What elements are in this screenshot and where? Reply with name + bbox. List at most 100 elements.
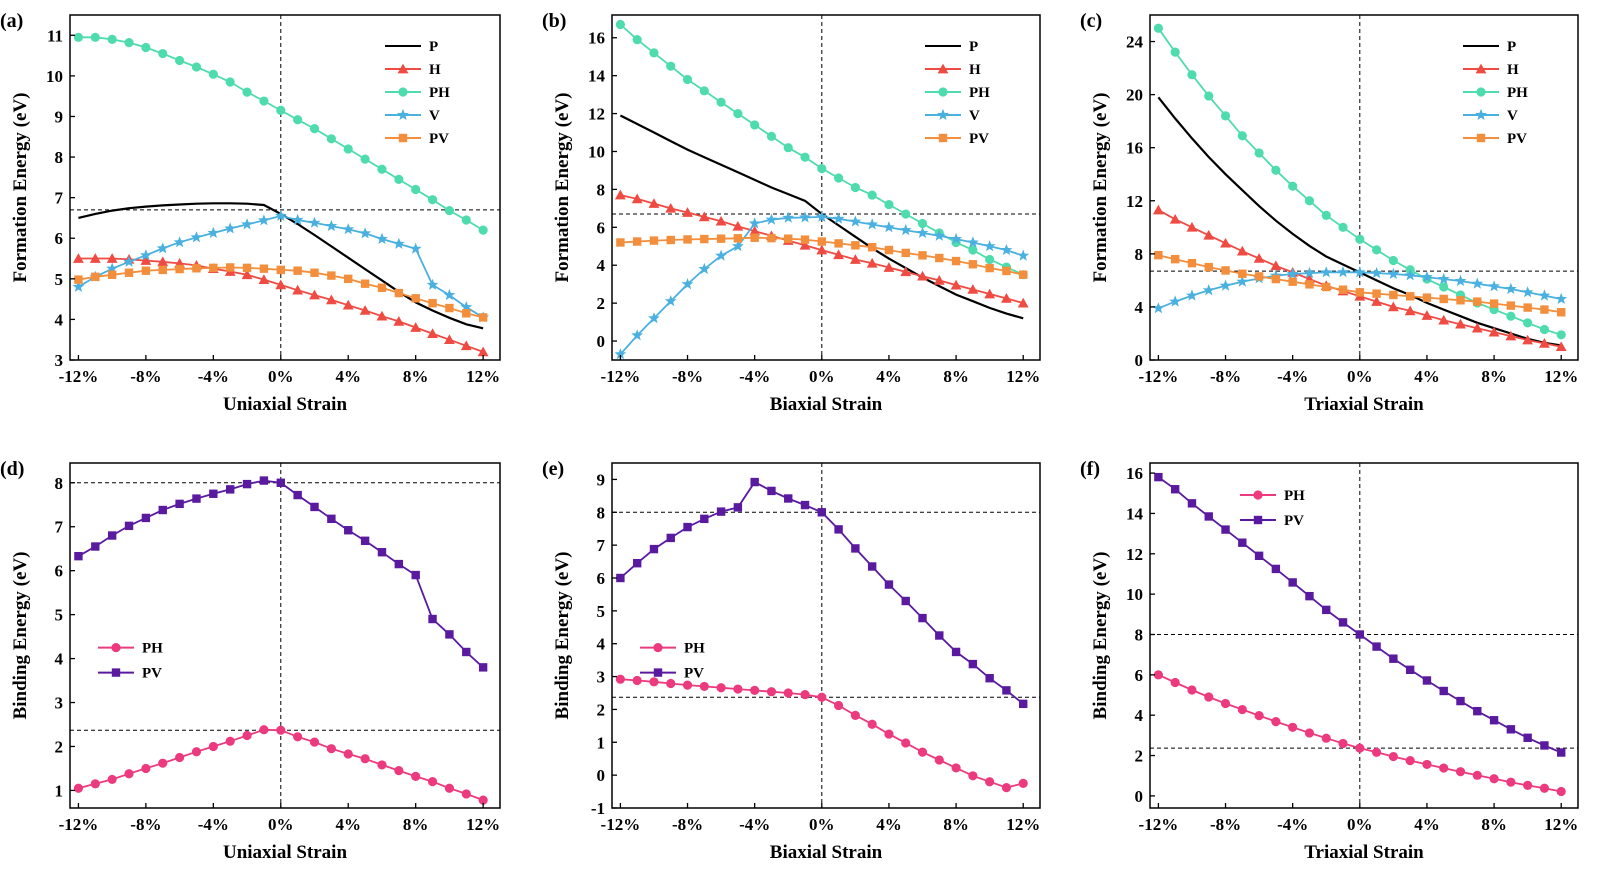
data-point bbox=[191, 747, 202, 757]
data-point bbox=[225, 77, 235, 87]
legend-label: P bbox=[969, 39, 978, 55]
data-point bbox=[259, 476, 269, 485]
data-point bbox=[683, 522, 692, 532]
y-tick-label: 0 bbox=[1135, 787, 1144, 806]
legend-marker bbox=[653, 668, 663, 677]
y-tick-label: 4 bbox=[1135, 706, 1144, 725]
data-point bbox=[410, 322, 422, 332]
data-point bbox=[750, 120, 760, 130]
data-point bbox=[1439, 686, 1448, 696]
legend-item-ph: PH bbox=[98, 641, 163, 657]
data-point bbox=[1186, 289, 1198, 301]
data-point bbox=[140, 255, 152, 265]
data-point bbox=[291, 213, 304, 225]
y-tick-label: -1 bbox=[591, 799, 605, 818]
data-point bbox=[899, 224, 912, 236]
data-point bbox=[901, 738, 911, 748]
x-axis-title: Triaxial Strain bbox=[1304, 394, 1424, 415]
data-point bbox=[1238, 269, 1247, 278]
x-tick-label: -12% bbox=[59, 367, 99, 386]
x-tick-label: 4% bbox=[1414, 367, 1440, 386]
legend-label: V bbox=[429, 108, 440, 124]
legend-marker bbox=[1476, 87, 1486, 97]
data-point bbox=[1539, 783, 1550, 793]
data-point bbox=[1153, 670, 1163, 680]
y-tick-label: 10 bbox=[588, 142, 605, 161]
data-point bbox=[918, 613, 927, 623]
data-point bbox=[1540, 741, 1549, 750]
data-point bbox=[716, 683, 726, 693]
data-point bbox=[1473, 297, 1482, 306]
data-point bbox=[883, 221, 895, 233]
y-tick-label: 20 bbox=[1126, 86, 1143, 105]
plot-frame bbox=[1149, 462, 1579, 809]
data-point bbox=[800, 235, 810, 244]
data-point bbox=[851, 241, 860, 250]
data-point bbox=[1220, 111, 1231, 121]
data-point bbox=[750, 477, 759, 487]
y-tick-label: 6 bbox=[1135, 666, 1144, 685]
data-point bbox=[1422, 676, 1432, 685]
legend-item-v: V bbox=[925, 108, 980, 124]
data-point bbox=[1454, 274, 1467, 287]
legend: PH PH V PV bbox=[925, 39, 990, 147]
data-point bbox=[156, 242, 169, 254]
data-point bbox=[1288, 578, 1297, 587]
data-point bbox=[1372, 642, 1381, 651]
data-point bbox=[833, 173, 844, 183]
data-point bbox=[141, 763, 151, 774]
data-point bbox=[342, 299, 354, 310]
data-point bbox=[478, 795, 488, 805]
data-point bbox=[225, 263, 235, 272]
data-point bbox=[615, 674, 625, 684]
data-point bbox=[478, 313, 488, 322]
data-point bbox=[1253, 253, 1265, 263]
data-point bbox=[276, 265, 285, 275]
data-point bbox=[1254, 272, 1264, 281]
data-point bbox=[950, 232, 962, 245]
y-tick-label: 1 bbox=[55, 781, 64, 800]
legend-label: V bbox=[1507, 108, 1518, 124]
data-point bbox=[107, 531, 117, 540]
x-tick-label: 0% bbox=[268, 815, 294, 834]
data-point bbox=[309, 737, 320, 747]
series-v bbox=[614, 210, 1030, 360]
y-tick-label: 12 bbox=[1126, 545, 1143, 564]
x-tick-label: 4% bbox=[876, 367, 902, 386]
data-point bbox=[800, 152, 810, 162]
y-tick-label: 6 bbox=[55, 229, 64, 248]
data-point bbox=[377, 164, 387, 174]
data-point bbox=[175, 264, 184, 274]
y-tick-label: 1 bbox=[597, 733, 606, 752]
x-tick-label: 12% bbox=[1006, 367, 1040, 386]
data-point bbox=[462, 309, 471, 318]
data-point bbox=[1506, 311, 1516, 321]
data-point bbox=[91, 272, 100, 281]
data-point bbox=[1557, 748, 1566, 757]
data-point bbox=[648, 198, 660, 208]
data-point bbox=[1203, 229, 1215, 240]
data-point bbox=[444, 334, 455, 345]
data-point bbox=[732, 240, 744, 252]
data-point bbox=[208, 741, 218, 752]
data-point bbox=[750, 685, 760, 695]
data-point bbox=[1288, 181, 1298, 191]
x-tick-label: 0% bbox=[1347, 367, 1373, 386]
data-point bbox=[1236, 245, 1248, 256]
data-point bbox=[74, 275, 83, 284]
data-point bbox=[968, 659, 978, 669]
data-point bbox=[1304, 728, 1315, 738]
data-point bbox=[411, 570, 420, 580]
data-point bbox=[614, 189, 626, 200]
data-point bbox=[817, 163, 827, 174]
data-point bbox=[1337, 266, 1349, 278]
data-point bbox=[73, 253, 84, 263]
x-axis-title: Triaxial Strain bbox=[1304, 842, 1424, 863]
legend-item-ph: PH bbox=[925, 85, 990, 101]
data-point bbox=[1489, 716, 1499, 725]
data-point bbox=[1204, 262, 1213, 272]
series-ph bbox=[1153, 670, 1566, 797]
data-point bbox=[1000, 243, 1013, 256]
data-point bbox=[951, 763, 961, 773]
series-ph bbox=[615, 674, 1028, 793]
